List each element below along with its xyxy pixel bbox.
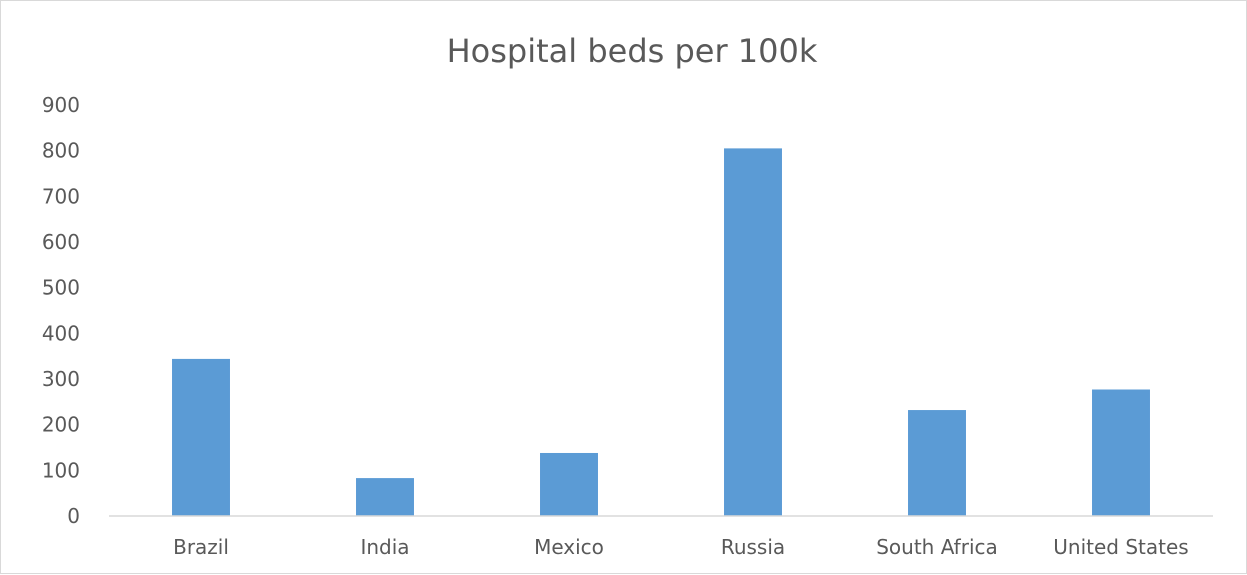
bar <box>1092 389 1150 516</box>
y-tick-label: 500 <box>42 276 80 300</box>
x-category-label: Mexico <box>534 535 604 559</box>
y-tick-label: 900 <box>42 93 80 117</box>
y-tick-label: 700 <box>42 184 80 208</box>
y-tick-label: 400 <box>42 321 80 345</box>
bar <box>540 452 598 516</box>
x-axis-labels: Brazil India Mexico Russia South Africa Unite… <box>173 535 1189 559</box>
bar <box>356 478 414 516</box>
y-tick-label: 200 <box>42 413 80 437</box>
x-category-label: Brazil <box>173 535 229 559</box>
bar-series <box>172 148 1150 516</box>
y-tick-label: 800 <box>42 139 80 163</box>
y-axis-ticks: 0 100 200 300 400 500 600 700 800 900 <box>42 93 80 528</box>
bar <box>172 358 230 516</box>
y-tick-label: 600 <box>42 230 80 254</box>
y-tick-label: 100 <box>42 458 80 482</box>
bar <box>724 148 782 516</box>
chart-title: Hospital beds per 100k <box>447 32 818 70</box>
x-category-label: Russia <box>721 535 785 559</box>
x-category-label: United States <box>1053 535 1188 559</box>
y-tick-label: 300 <box>42 367 80 391</box>
x-category-label: South Africa <box>876 535 998 559</box>
bar <box>908 410 966 516</box>
x-category-label: India <box>360 535 409 559</box>
y-tick-label: 0 <box>67 504 80 528</box>
